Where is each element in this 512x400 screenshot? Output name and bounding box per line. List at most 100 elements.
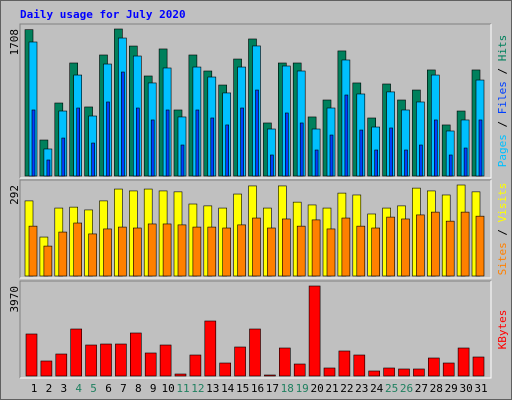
bar	[475, 215, 485, 277]
bar	[344, 94, 349, 177]
bar	[463, 147, 468, 177]
bar	[386, 216, 395, 277]
bar	[150, 119, 155, 177]
legend: Pages / Files / Hits	[496, 35, 509, 168]
legend-entry: Hits	[496, 35, 509, 62]
bar	[207, 226, 217, 277]
panel-bevel-dark	[19, 179, 491, 278]
bar	[416, 214, 425, 277]
legend-entry: Files	[496, 81, 509, 114]
x-tick-label: 10	[161, 382, 174, 395]
bar	[249, 328, 261, 377]
bar	[448, 154, 453, 177]
x-tick-label: 13	[206, 382, 219, 395]
bar	[70, 328, 82, 377]
chart-title: Daily usage for July 2020	[20, 8, 186, 21]
x-tick-label: 2	[46, 382, 53, 395]
panel-bevel-light	[20, 24, 492, 179]
bar	[356, 225, 366, 277]
legend-separator: /	[496, 222, 509, 242]
bar	[433, 119, 438, 177]
y-tick-label: 3970	[8, 286, 21, 313]
x-tick-label: 16	[251, 382, 264, 395]
bar	[323, 367, 336, 377]
bar	[326, 228, 336, 277]
bar	[404, 149, 408, 177]
x-tick-label: 20	[310, 382, 323, 395]
bar	[174, 373, 187, 377]
x-tick-label: 30	[459, 382, 472, 395]
legend-entry: Sites	[496, 242, 509, 275]
bar	[430, 211, 440, 277]
bar	[445, 220, 455, 277]
bar	[100, 343, 112, 377]
legend: KBytes	[496, 310, 509, 350]
bar	[240, 107, 244, 177]
x-tick-label: 15	[236, 382, 249, 395]
bar	[189, 354, 202, 377]
x-tick-label: 18	[281, 382, 294, 395]
bar	[225, 124, 229, 177]
bar	[25, 333, 38, 377]
bar	[401, 218, 410, 277]
bar	[61, 137, 66, 177]
bar	[28, 225, 38, 277]
bar	[195, 109, 200, 177]
bar	[234, 346, 246, 377]
bar	[91, 142, 95, 177]
bar	[144, 352, 157, 377]
legend-entry: KBytes	[496, 310, 509, 350]
bar	[374, 149, 379, 177]
bar	[136, 107, 140, 177]
panel-bevel-light	[20, 180, 492, 279]
x-tick-label: 28	[430, 382, 443, 395]
x-tick-label: 9	[150, 382, 157, 395]
bar	[389, 127, 393, 177]
bar	[192, 226, 202, 277]
bar	[359, 129, 364, 177]
x-tick-label: 12	[191, 382, 204, 395]
bar	[267, 227, 276, 277]
bar	[73, 222, 82, 277]
bar	[371, 227, 381, 277]
bar	[121, 71, 125, 177]
bar	[338, 350, 351, 377]
bar	[55, 353, 68, 377]
bar	[159, 344, 172, 377]
x-tick-label: 17	[266, 382, 279, 395]
bar	[162, 223, 172, 277]
legend-entry: Visits	[496, 183, 509, 223]
x-tick-label: 1	[31, 382, 38, 395]
bar	[296, 225, 306, 277]
x-tick-label: 25	[385, 382, 398, 395]
bar	[383, 367, 395, 377]
bar	[308, 285, 321, 377]
bar	[106, 101, 110, 177]
x-tick-label: 24	[370, 382, 384, 395]
x-tick-label: 3	[60, 382, 67, 395]
bar	[76, 107, 80, 177]
bar	[478, 119, 483, 177]
bar	[442, 362, 455, 377]
bar	[398, 368, 410, 377]
bar	[210, 117, 215, 177]
x-tick-label: 19	[296, 382, 309, 395]
x-tick-label: 29	[445, 382, 458, 395]
bar	[460, 211, 470, 277]
x-tick-label: 27	[415, 382, 428, 395]
x-tick-label: 31	[474, 382, 487, 395]
bar	[427, 357, 440, 377]
bar	[219, 362, 231, 377]
bar	[472, 356, 485, 377]
x-tick-label: 14	[221, 382, 235, 395]
bar	[281, 218, 291, 277]
x-tick-label: 11	[176, 382, 189, 395]
legend: Sites / Visits	[496, 183, 509, 276]
bar	[419, 144, 423, 177]
bar	[341, 217, 351, 277]
bar	[180, 144, 185, 177]
panel-bevel-light	[20, 281, 492, 379]
bar	[88, 233, 97, 277]
x-tick-label: 6	[105, 382, 112, 395]
